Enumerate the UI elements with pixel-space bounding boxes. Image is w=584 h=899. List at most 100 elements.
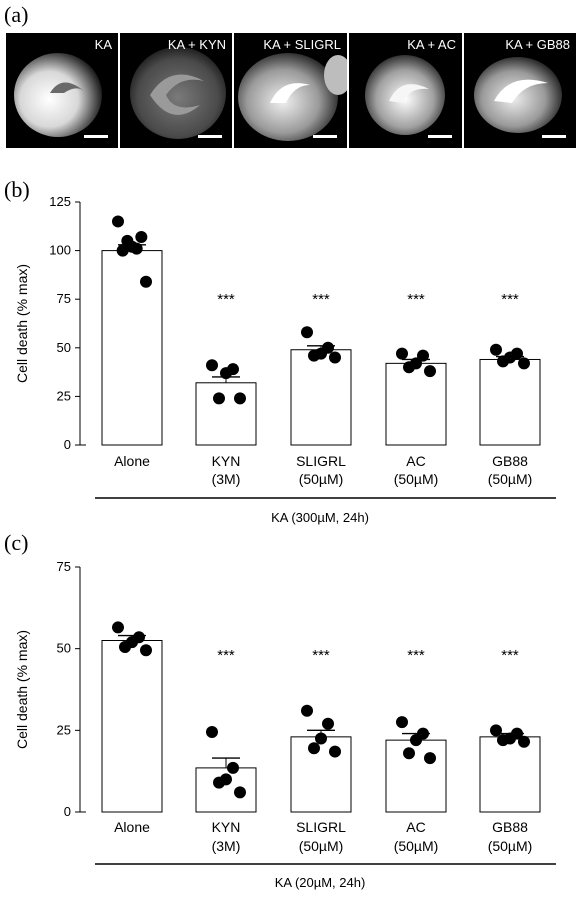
- tile-ka-gb88: KA + GB88: [464, 33, 576, 148]
- data-point: [396, 716, 408, 729]
- tissue-image: [365, 55, 445, 135]
- x-category-sublabel: (50µM): [299, 471, 344, 487]
- significance-label: ***: [407, 647, 425, 664]
- bar: [290, 349, 352, 446]
- data-point: [308, 349, 320, 362]
- y-tick-label: 100: [49, 243, 71, 258]
- group-label: KA (20µM, 24h): [275, 875, 366, 890]
- data-point: [403, 361, 415, 374]
- tile-label: KA + AC: [407, 37, 456, 52]
- scale-bar: [313, 135, 337, 138]
- x-category-label: AC: [406, 453, 425, 469]
- data-point: [424, 365, 436, 378]
- bar: [385, 362, 447, 446]
- data-point: [301, 326, 313, 339]
- panel-letter-c: (c): [4, 530, 29, 555]
- x-category-sublabel: (50µM): [394, 838, 439, 854]
- y-tick-label: 25: [57, 722, 71, 737]
- x-category-label: KYN: [212, 819, 241, 835]
- data-point: [417, 349, 429, 362]
- scale-bar: [428, 135, 452, 138]
- y-tick-label: 0: [64, 437, 71, 452]
- data-point: [112, 621, 124, 634]
- image-strip: KA KA + KYN KA + SLIGRL KA + AC: [6, 33, 576, 148]
- tissue-image: [14, 53, 102, 137]
- data-point: [227, 761, 239, 774]
- panel-letter-b: (b): [4, 177, 30, 202]
- x-category-label: AC: [406, 819, 425, 835]
- tile-ka-ac: KA + AC: [349, 33, 462, 148]
- y-tick-label: 50: [57, 641, 71, 656]
- x-category-sublabel: (3M): [212, 471, 241, 487]
- y-tick-label: 125: [49, 194, 71, 209]
- data-point: [140, 275, 152, 288]
- data-point: [410, 734, 422, 747]
- data-point: [234, 786, 246, 799]
- tile-label: KA + GB88: [505, 37, 570, 52]
- data-point: [112, 215, 124, 228]
- data-point: [490, 343, 502, 356]
- x-category-sublabel: (50µM): [488, 838, 533, 854]
- data-point: [206, 359, 218, 372]
- y-axis-label: Cell death (% max): [14, 630, 30, 749]
- y-tick-label: 50: [57, 340, 71, 355]
- significance-label: ***: [312, 647, 330, 664]
- x-category-label: Alone: [114, 819, 150, 835]
- data-point: [424, 752, 436, 765]
- data-point: [518, 357, 530, 370]
- data-point: [130, 242, 143, 255]
- bar: [195, 382, 257, 446]
- x-category-label: GB88: [492, 453, 528, 469]
- scale-bar: [84, 135, 108, 138]
- data-point: [140, 644, 152, 657]
- significance-label: ***: [217, 647, 235, 664]
- data-point: [119, 641, 131, 654]
- x-category-label: GB88: [492, 819, 528, 835]
- data-point: [518, 735, 530, 748]
- tissue-image: [238, 53, 347, 141]
- data-point: [322, 717, 334, 730]
- data-point: [135, 230, 148, 243]
- data-point: [213, 392, 225, 405]
- data-point: [315, 732, 327, 745]
- data-point: [497, 355, 509, 368]
- significance-label: ***: [501, 647, 519, 664]
- y-tick-label: 75: [57, 559, 71, 574]
- data-point: [396, 347, 408, 360]
- y-tick-label: 25: [57, 388, 71, 403]
- data-point: [234, 392, 246, 405]
- data-point: [220, 367, 232, 380]
- data-point: [329, 351, 341, 364]
- bar: [101, 250, 163, 446]
- scale-bar: [542, 135, 566, 138]
- data-point: [403, 747, 415, 760]
- scale-bar: [198, 135, 222, 138]
- y-axis-label: Cell death (% max): [14, 264, 30, 383]
- bar: [479, 358, 541, 446]
- panel-letter-a: (a): [4, 2, 29, 27]
- x-category-label: Alone: [114, 453, 150, 469]
- x-category-sublabel: (50µM): [394, 471, 439, 487]
- significance-label: ***: [312, 291, 330, 308]
- chart-panel-b: 0 25 50 75 100 125 Cell death (% max) Alone *** K…: [14, 194, 556, 525]
- data-point: [308, 742, 320, 755]
- significance-label: ***: [407, 291, 425, 308]
- chart-panel-c: 0 25 50 75 Cell death (% max) Alone *** KYN (3M)…: [14, 559, 556, 890]
- tissue-image: [474, 57, 562, 133]
- group-label: KA (300µM, 24h): [271, 510, 369, 525]
- tile-ka-kyn: KA + KYN: [120, 33, 232, 148]
- significance-label: ***: [501, 291, 519, 308]
- x-category-label: SLIGRL: [296, 453, 346, 469]
- bar: [385, 739, 447, 813]
- tile-label: KA: [94, 37, 112, 52]
- x-category-sublabel: (50µM): [299, 838, 344, 854]
- bar: [290, 736, 352, 813]
- x-category-sublabel: (3M): [212, 838, 241, 854]
- x-category-label: SLIGRL: [296, 819, 346, 835]
- data-point: [206, 725, 218, 738]
- data-point: [329, 745, 341, 758]
- tissue-image: [130, 47, 226, 139]
- y-tick-label: 75: [57, 291, 71, 306]
- y-tick-label: 0: [64, 804, 71, 819]
- tile-label: KA + SLIGRL: [263, 37, 341, 52]
